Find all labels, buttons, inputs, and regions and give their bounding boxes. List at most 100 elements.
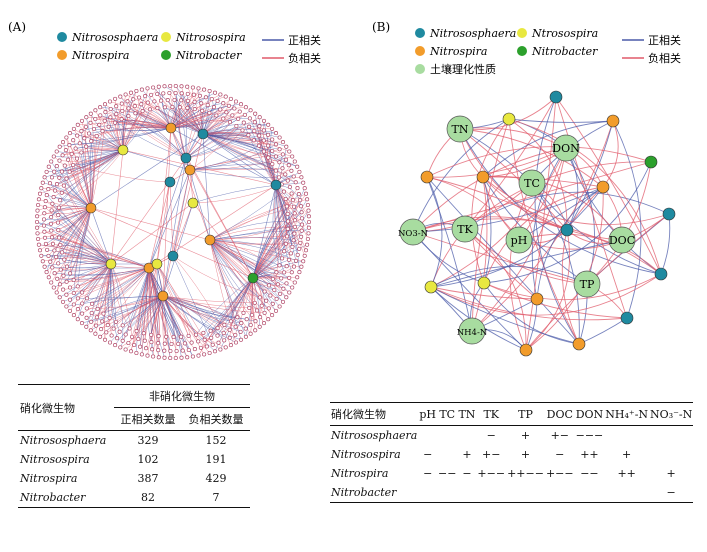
legend-marker [517, 46, 527, 56]
network-edge [162, 169, 191, 297]
table-b-cell: ++−− [507, 467, 544, 480]
network-node [216, 340, 221, 345]
network-node [36, 202, 41, 208]
network-node [113, 319, 119, 324]
network-node [117, 329, 122, 334]
network-node [270, 161, 275, 167]
network-node [84, 144, 89, 149]
network-node [57, 282, 63, 287]
network-node [179, 91, 184, 96]
network-node [44, 169, 49, 174]
network-node [227, 327, 232, 333]
network-node [156, 355, 161, 360]
table-b-cell [418, 483, 437, 503]
legend-marker [161, 32, 171, 42]
network-node [277, 160, 282, 165]
network-node [292, 280, 297, 285]
network-node [79, 150, 84, 155]
network-node [132, 104, 137, 109]
network-edge [459, 128, 623, 241]
table-b-cell: ++ [580, 448, 599, 461]
network-edge [110, 202, 194, 265]
network-taxon-node [662, 207, 676, 221]
network-edge [185, 157, 254, 279]
network-node [291, 238, 296, 243]
network-edge [211, 277, 254, 339]
network-node [123, 92, 128, 97]
network-node [134, 329, 139, 334]
network-node [126, 106, 131, 111]
network-edge [113, 295, 164, 329]
network-edge [189, 167, 276, 171]
table-b-header: TN [458, 407, 476, 421]
table-b-cell [476, 483, 506, 503]
network-edge [53, 171, 112, 265]
table-b-header: DOC [546, 407, 573, 421]
network-node [298, 204, 304, 209]
network-node [215, 333, 220, 338]
network-node [75, 122, 80, 127]
network-node [291, 264, 297, 269]
network-node [303, 248, 309, 253]
table-b-cell: + [520, 448, 531, 461]
network-node [283, 157, 289, 162]
table-b-cell: − [423, 448, 433, 461]
network-taxon-node [549, 90, 563, 104]
network-node [102, 102, 108, 107]
legend-marker [57, 50, 67, 60]
network-node [208, 328, 213, 333]
network-node [49, 280, 54, 285]
panel-a-hub-nodes [85, 122, 282, 302]
network-node [84, 324, 89, 329]
network-node [270, 276, 275, 282]
network-node [103, 110, 108, 115]
network-node [147, 107, 153, 112]
network-edge [209, 239, 290, 279]
network-edge [531, 182, 662, 275]
network-edge [252, 220, 296, 279]
network-node [144, 346, 149, 351]
network-node [84, 315, 89, 320]
network-node [293, 258, 299, 263]
network-node [273, 154, 279, 159]
network-node [170, 104, 175, 110]
legend-line-label: 负相关 [288, 51, 321, 65]
network-node [226, 103, 231, 108]
soil-property-label: TP [580, 278, 595, 291]
network-node [249, 312, 255, 318]
network-node [120, 338, 125, 343]
table-a-cell-pos: 329 [137, 434, 159, 447]
network-edge [202, 133, 277, 186]
network-edge [172, 255, 260, 298]
network-node [57, 295, 62, 300]
network-node [179, 98, 184, 103]
table-b-cell [418, 426, 437, 446]
network-node [46, 187, 51, 192]
network-node [272, 287, 277, 293]
network-node [50, 201, 55, 206]
network-edge [90, 131, 103, 209]
network-edge [90, 207, 112, 265]
network-node [223, 345, 228, 350]
network-node [35, 231, 40, 236]
table-a-subheader-pos: 正相关数量 [120, 413, 176, 426]
network-node [126, 113, 131, 119]
network-node [223, 94, 228, 99]
network-edge [412, 218, 662, 275]
network-node [60, 250, 65, 255]
network-node [151, 85, 156, 90]
network-node [202, 337, 207, 342]
table-b-row-name: Nitrobacter [331, 486, 397, 499]
table-b-cell [437, 445, 457, 464]
network-node [64, 176, 69, 181]
table-row: Nitrobacter − [330, 483, 694, 503]
table-a-header-col0: 硝化微生物 [20, 401, 75, 415]
network-node [298, 198, 303, 203]
network-node [49, 208, 54, 213]
network-edge [131, 267, 150, 337]
network-node [180, 348, 185, 353]
network-node [218, 347, 223, 352]
table-b-cell: −− [580, 467, 599, 480]
network-node [40, 180, 45, 185]
network-node [112, 120, 118, 125]
